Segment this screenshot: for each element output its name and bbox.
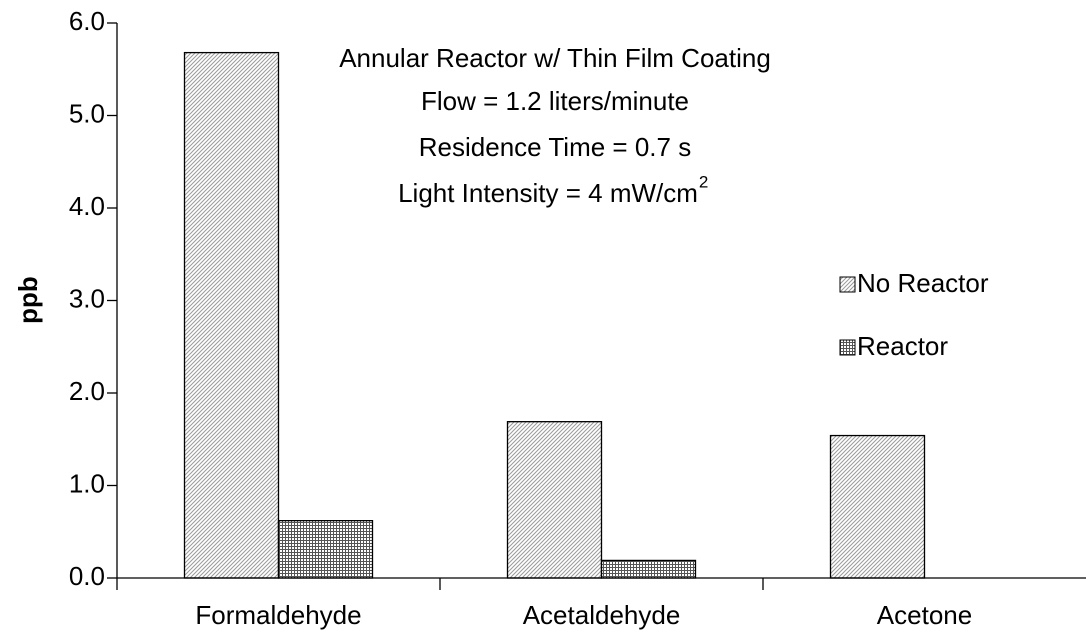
y-tick-label: 5.0 (69, 98, 105, 128)
x-tick-label: Acetaldehyde (523, 600, 681, 630)
annotation: Light Intensity = 4 mW/cm (398, 178, 698, 208)
legend-label: No Reactor (857, 268, 989, 298)
y-tick-label: 6.0 (69, 6, 105, 36)
annotation: Residence Time = 0.7 s (419, 132, 691, 162)
annotation: Flow = 1.2 liters/minute (421, 86, 689, 116)
bar (506, 421, 603, 579)
bar (600, 559, 697, 579)
x-tick-label: Acetone (877, 600, 972, 630)
legend-swatch (839, 276, 856, 293)
y-axis-label: ppb (13, 276, 43, 324)
y-tick-label: 0.0 (69, 561, 105, 591)
annotation: Annular Reactor w/ Thin Film Coating (339, 43, 771, 73)
bar (277, 520, 374, 579)
y-tick-label: 3.0 (69, 283, 105, 313)
bar (183, 51, 280, 579)
y-tick-label: 2.0 (69, 376, 105, 406)
legend-swatch (839, 339, 856, 356)
y-tick-label: 4.0 (69, 191, 105, 221)
x-tick-label: Formaldehyde (195, 600, 361, 630)
annotation-superscript: 2 (699, 172, 708, 191)
legend-label: Reactor (857, 331, 948, 361)
bar (829, 434, 926, 579)
y-tick-label: 1.0 (69, 468, 105, 498)
